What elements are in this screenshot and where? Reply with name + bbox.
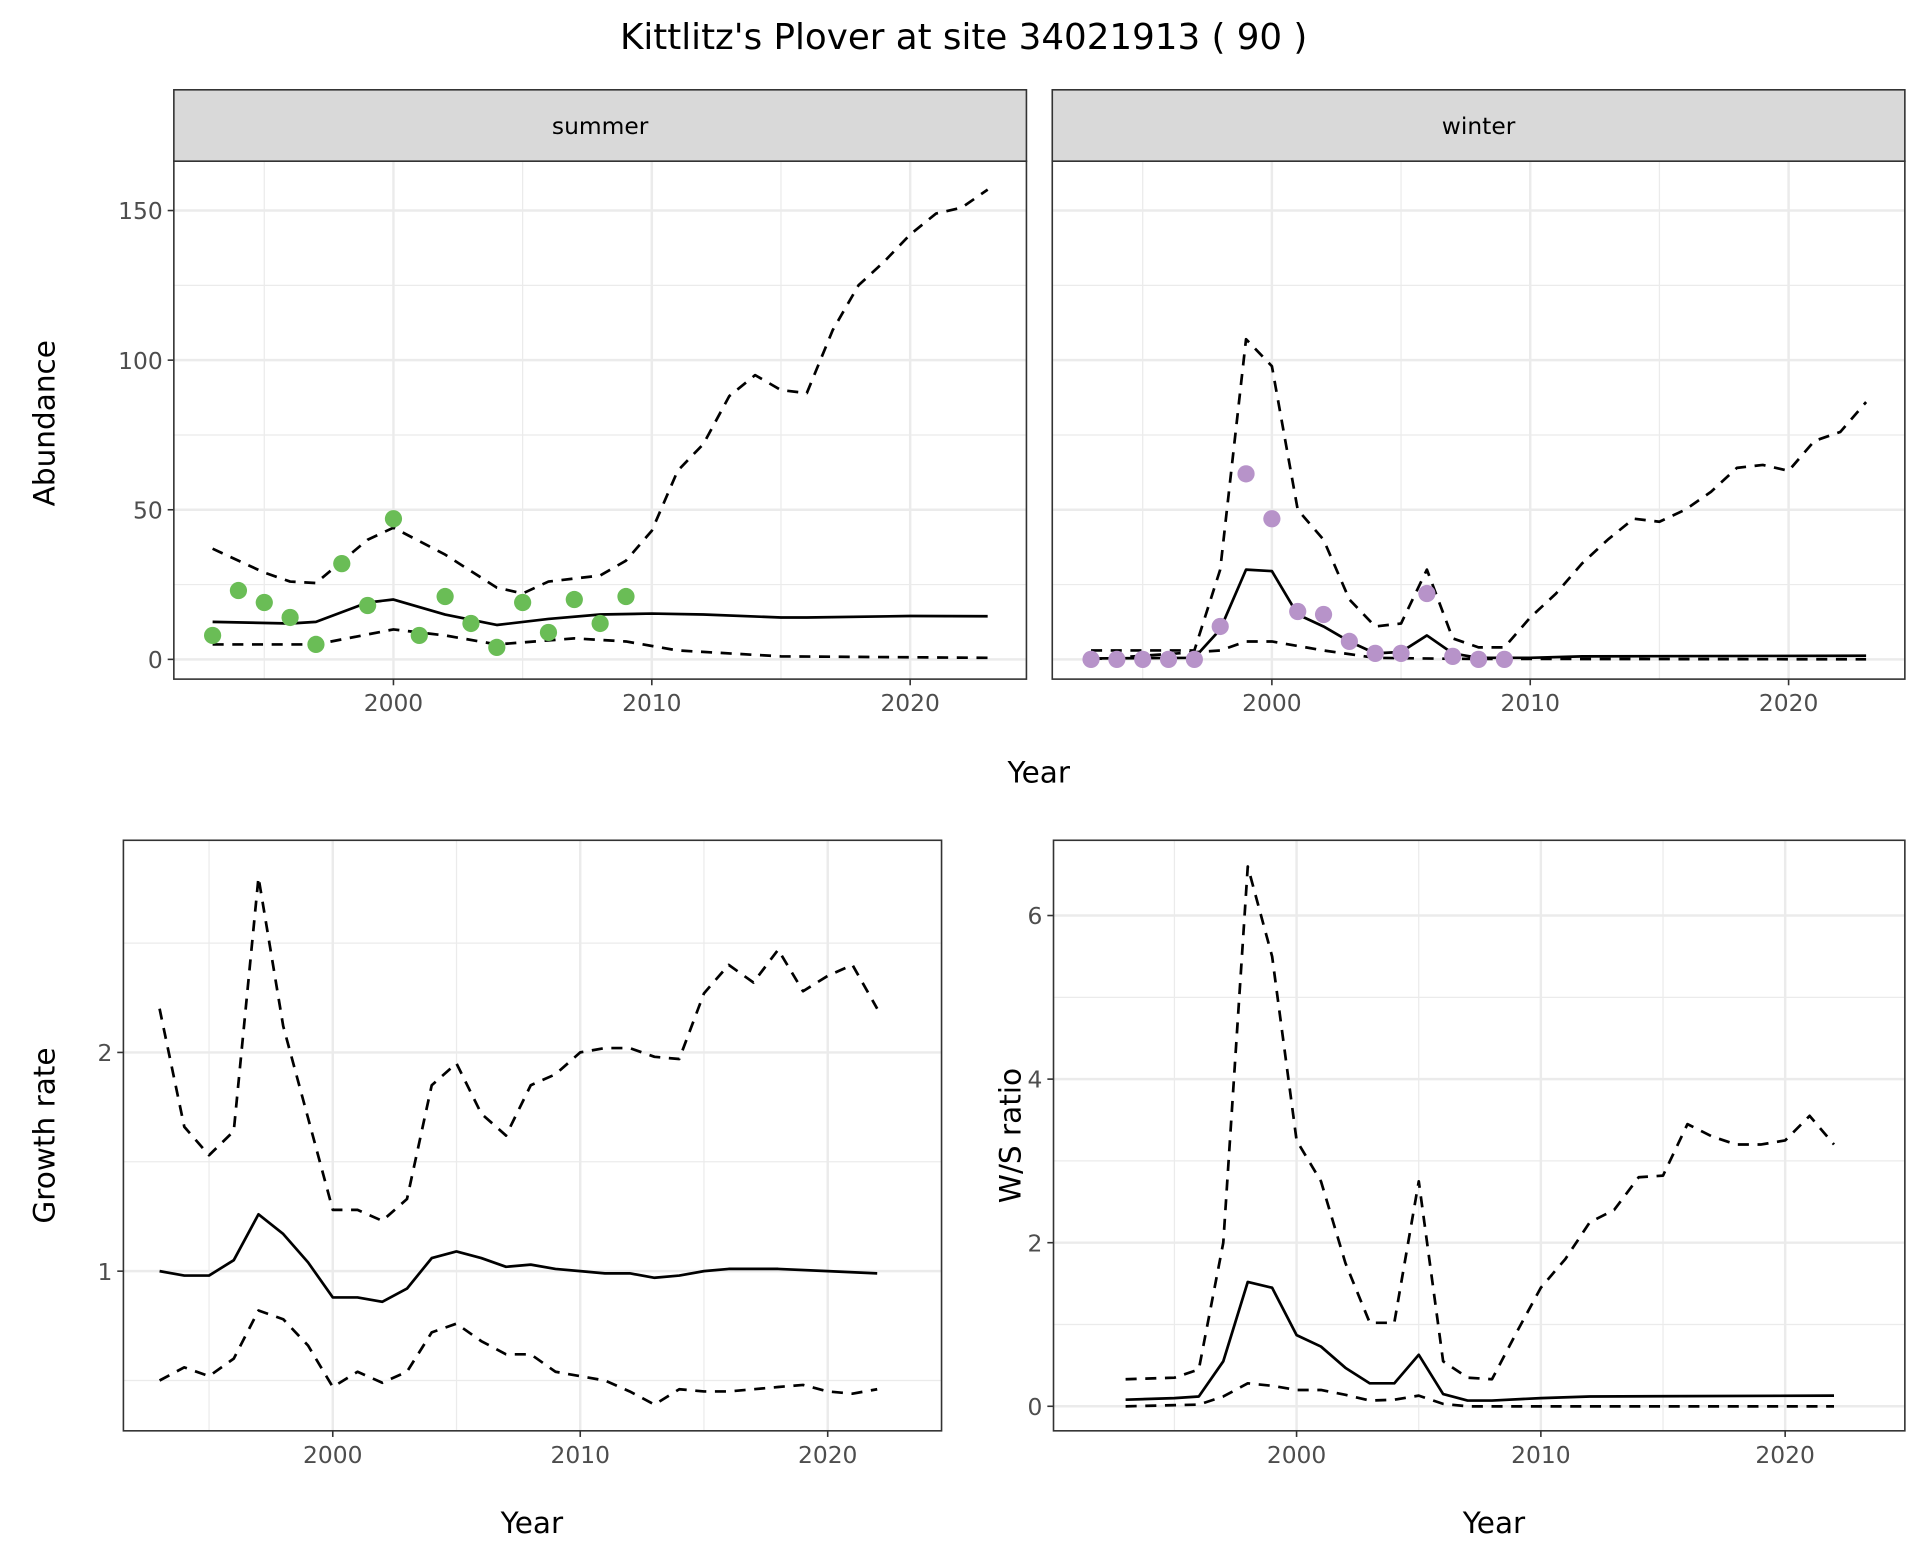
data-point <box>333 555 351 573</box>
data-point <box>384 510 403 528</box>
x-tick-label: 2020 <box>880 689 939 717</box>
data-point <box>462 614 480 633</box>
x-axis-label-top: Year <box>1006 755 1070 789</box>
y-tick-label: 150 <box>118 197 163 225</box>
plot-background <box>1053 840 1905 1431</box>
series-line-upper <box>1125 865 1836 1381</box>
data-point <box>436 587 454 606</box>
data-point <box>1263 510 1281 528</box>
facet-strip <box>1051 89 1906 162</box>
x-tick-label: 2000 <box>1267 1441 1326 1469</box>
x-tick-label: 2000 <box>364 689 423 717</box>
data-point <box>1366 644 1384 662</box>
y-axis-label-ratio: W/S ratio <box>993 1068 1027 1203</box>
data-point <box>565 590 583 609</box>
series-line-lower <box>1125 1381 1834 1408</box>
data-point <box>488 638 506 657</box>
x-tick-label: 2010 <box>1511 1441 1570 1469</box>
y-axis-label-growth: Growth rate <box>28 1047 62 1223</box>
panel-winter: winter 2000 2010 2020 <box>1051 89 1906 717</box>
panel-ratio: 2000 2010 2020 0 2 4 6 <box>1028 839 1906 1469</box>
plot-background <box>1052 161 1905 680</box>
data-point <box>1185 650 1203 668</box>
y-tick-label: 50 <box>133 496 163 524</box>
data-point <box>1159 650 1178 668</box>
x-tick-label: 2010 <box>551 1441 610 1469</box>
facet-strip-label: winter <box>1442 112 1516 140</box>
data-point <box>1108 650 1126 668</box>
data-point <box>1392 644 1410 662</box>
x-tick-label: 2020 <box>1755 1441 1814 1469</box>
y-axis-label-abundance: Abundance <box>28 340 62 506</box>
series-line-mean <box>159 1212 878 1304</box>
data-point <box>617 587 635 606</box>
y-tick-label: 1 <box>97 1258 112 1286</box>
y-tick-label: 100 <box>118 347 163 375</box>
plot-background <box>173 161 1027 680</box>
data-point <box>1469 650 1488 668</box>
data-point <box>1134 650 1152 668</box>
data-point <box>1418 584 1436 603</box>
series-line-lower <box>158 1309 878 1406</box>
facet-strip <box>173 89 1028 162</box>
x-tick-label: 2010 <box>1501 689 1560 717</box>
data-point <box>1340 632 1358 651</box>
data-point <box>229 581 248 600</box>
y-tick-label: 2 <box>1028 1229 1043 1257</box>
y-tick-label: 6 <box>1028 902 1043 930</box>
series-line-lower <box>212 628 988 660</box>
y-tick-label: 0 <box>148 646 163 674</box>
y-tick-label: 4 <box>1028 1066 1043 1094</box>
x-tick-label: 2000 <box>303 1441 362 1469</box>
panel-growth: 2000 2010 2020 1 2 <box>97 839 943 1469</box>
plot-background <box>123 840 942 1431</box>
panel-border <box>1052 839 1906 1432</box>
data-point <box>410 626 428 645</box>
data-point <box>1495 650 1514 668</box>
x-axis-label-growth: Year <box>500 1506 564 1540</box>
series-group <box>1082 337 1868 668</box>
y-tick-label: 2 <box>97 1039 112 1067</box>
x-tick-label: 2010 <box>622 689 681 717</box>
data-point <box>359 596 377 615</box>
panel-summer: summer 2000 2010 2020 0 50 100 150 <box>118 89 1028 717</box>
data-point <box>1082 650 1100 668</box>
data-point <box>539 623 558 642</box>
data-point <box>307 635 325 654</box>
data-point <box>1314 605 1333 624</box>
data-point <box>1211 617 1229 636</box>
series-line-upper <box>212 188 989 595</box>
data-point <box>1237 465 1255 483</box>
series-line-mean <box>212 598 988 627</box>
data-point <box>203 626 222 645</box>
data-point <box>281 608 299 627</box>
panel-border <box>122 839 943 1432</box>
y-tick-label: 0 <box>1028 1393 1043 1421</box>
series-line-upper <box>158 876 879 1223</box>
series-line-mean <box>1125 1280 1834 1402</box>
x-tick-label: 2000 <box>1242 689 1301 717</box>
data-point <box>255 593 273 612</box>
series-group <box>203 188 989 660</box>
x-tick-label: 2020 <box>798 1441 857 1469</box>
data-point <box>1444 647 1462 665</box>
series-group <box>158 876 879 1406</box>
data-point <box>514 593 532 612</box>
x-axis-label-ratio: Year <box>1462 1506 1526 1540</box>
data-point <box>1289 602 1307 621</box>
series-group <box>1125 865 1836 1408</box>
chart-title: Kittlitz's Plover at site 34021913 ( 90 … <box>620 17 1307 58</box>
facet-strip-label: summer <box>552 112 649 140</box>
x-tick-label: 2020 <box>1759 689 1818 717</box>
data-point <box>591 614 609 633</box>
